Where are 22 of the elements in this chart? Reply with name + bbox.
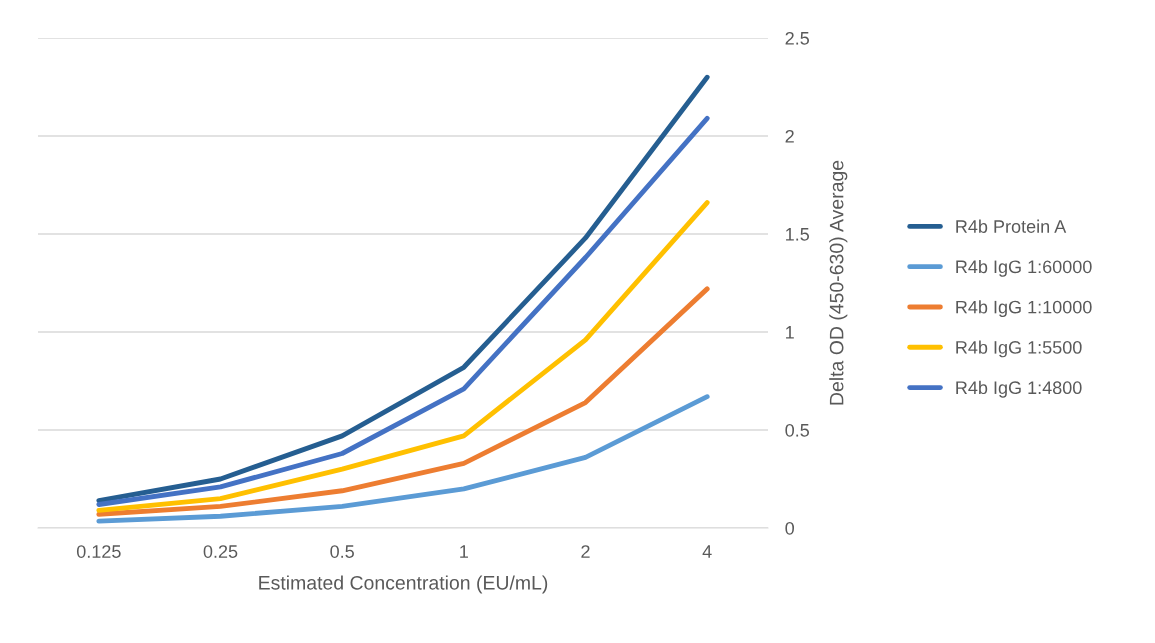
x-tick-label: 2 [581, 545, 590, 558]
legend-label: R4b IgG 1:5500 [956, 340, 1082, 358]
legend-label: R4b Protein A [956, 219, 1067, 233]
y-tick-label: 0.5 [785, 423, 810, 437]
y-tick-label: 2.5 [785, 31, 810, 45]
y-tick-label: 1 [786, 326, 794, 339]
legend-label: R4b IgG 1:60000 [956, 259, 1092, 277]
line-series [96, 200, 710, 513]
y-tick-label: 0 [785, 521, 794, 535]
y-tick-label: 1.5 [786, 228, 810, 241]
legend-label: R4b IgG 1:4800 [956, 380, 1082, 398]
y-tick-label: 2 [785, 129, 794, 143]
x-tick-label: 0.125 [76, 545, 121, 558]
line-series [96, 394, 710, 524]
x-tick-label: 4 [702, 545, 712, 558]
y-axis-title: Delta OD (450-630) Average [829, 160, 848, 405]
x-tick-label: 0.5 [330, 545, 354, 558]
line-series [96, 286, 710, 517]
x-tick-label: 0.25 [203, 545, 238, 558]
x-tick-label: 1 [460, 545, 468, 558]
legend-label: R4b IgG 1:10000 [956, 300, 1092, 318]
x-axis-title: Estimated Concentration (EU/mL) [259, 575, 548, 594]
